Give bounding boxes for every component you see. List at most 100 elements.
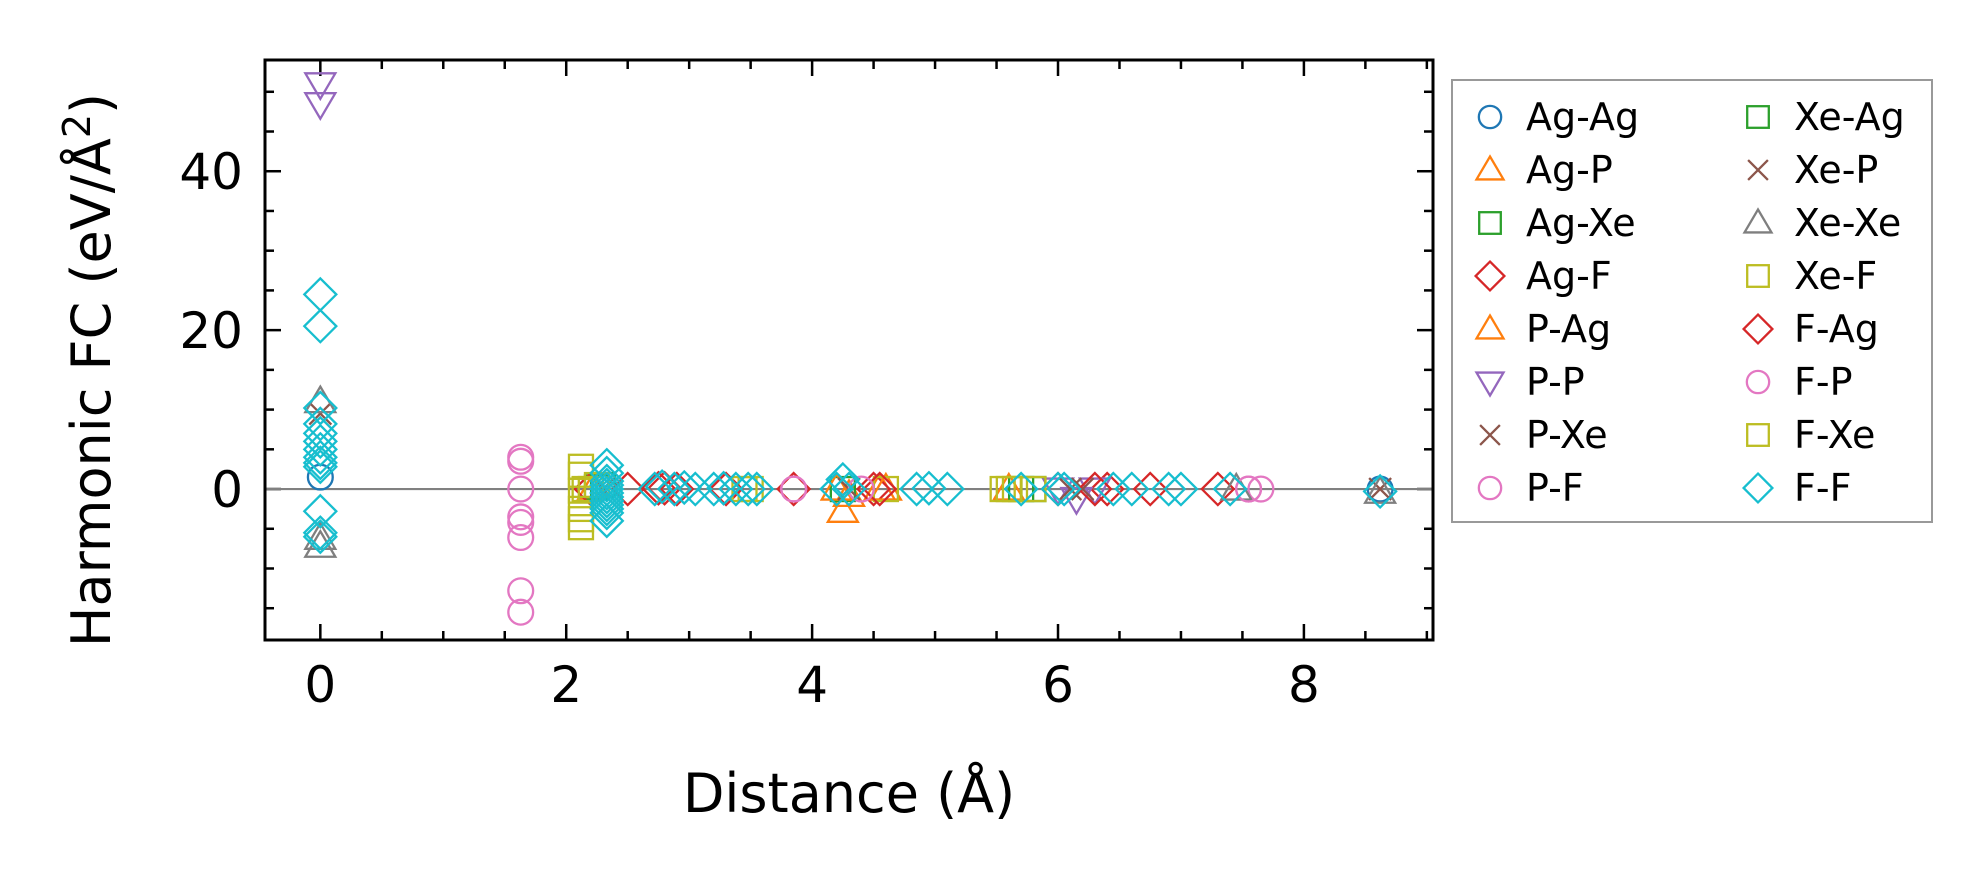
legend-label: F-F (1794, 466, 1851, 510)
data-point (1089, 471, 1125, 507)
series-p-p (303, 72, 1112, 516)
data-point (302, 519, 338, 555)
legend-marker (1474, 371, 1506, 398)
x-tick-label: 0 (304, 656, 336, 714)
y-tick-label: 40 (179, 143, 243, 201)
data-point (640, 470, 677, 506)
legend-label: Xe-P (1794, 148, 1878, 192)
data-point (831, 471, 867, 507)
legend-marker (1746, 423, 1770, 447)
legend-marker (1741, 471, 1775, 505)
data-point (1247, 475, 1275, 503)
data-point (507, 598, 535, 626)
legend-marker (1741, 312, 1775, 346)
data-point (929, 471, 965, 507)
legend-label: F-Xe (1794, 413, 1875, 457)
data-point (507, 508, 535, 536)
data-point (567, 506, 595, 533)
data-point (995, 475, 1022, 503)
data-point (1058, 477, 1083, 501)
legend-label: Ag-F (1526, 254, 1612, 298)
legend-label: Ag-Xe (1526, 201, 1636, 245)
data-point (1095, 471, 1131, 507)
x-tick-label: 2 (550, 656, 582, 714)
data-points (302, 72, 1398, 626)
data-point (1070, 477, 1095, 501)
legend-marker (1747, 159, 1769, 181)
legend-marker (1474, 154, 1506, 181)
data-point (666, 469, 702, 506)
data-point (1114, 471, 1150, 507)
data-point (302, 515, 338, 551)
legend-label: Xe-Ag (1794, 95, 1905, 139)
data-point (589, 491, 625, 527)
series-xe-f (567, 453, 1047, 541)
data-point (677, 471, 713, 507)
data-point (302, 445, 338, 481)
legend-label: Xe-F (1794, 254, 1877, 298)
data-point (302, 439, 338, 475)
legend-marker (1477, 475, 1503, 501)
data-point (1132, 471, 1168, 507)
data-point (1046, 471, 1082, 507)
data-point (589, 475, 625, 511)
data-point (589, 495, 625, 531)
data-point (1163, 471, 1199, 507)
data-point (507, 523, 535, 552)
data-point (507, 475, 535, 503)
data-point (589, 483, 625, 519)
data-point (739, 471, 775, 507)
legend-marker (1473, 259, 1507, 293)
data-point (302, 308, 338, 344)
data-point (589, 479, 625, 515)
data-point (1151, 471, 1187, 507)
data-point (1077, 471, 1113, 507)
data-point (911, 470, 947, 506)
data-point (637, 471, 673, 507)
data-point (829, 475, 857, 503)
data-point (825, 494, 860, 523)
legend-label: Ag-P (1526, 148, 1613, 192)
data-point (303, 92, 338, 121)
data-point (855, 471, 892, 507)
data-point (302, 449, 338, 485)
legend-label: Xe-Xe (1794, 201, 1901, 245)
legend-label: P-Xe (1526, 413, 1608, 457)
y-axis-label: Harmonic FC (eV/Å2) (55, 93, 123, 647)
data-point (302, 431, 338, 467)
data-point (730, 471, 766, 507)
x-axis-label: Distance (Å) (683, 761, 1015, 825)
legend-marker (1745, 369, 1771, 395)
data-point (1363, 474, 1398, 504)
legend-box (1451, 79, 1933, 523)
plot-frame (263, 58, 1435, 642)
data-point (1003, 471, 1039, 507)
legend-marker (1746, 264, 1770, 288)
axis-ticks (265, 60, 1433, 640)
data-point (589, 487, 625, 523)
data-point (1077, 477, 1112, 507)
series-f-p (780, 475, 1263, 503)
data-point (819, 471, 854, 501)
legend-marker (1479, 424, 1501, 446)
data-point (1040, 471, 1076, 507)
legend-marker (1742, 207, 1774, 234)
data-point (1362, 473, 1398, 510)
legend-label: F-Ag (1794, 307, 1879, 351)
legend-marker (1478, 211, 1502, 235)
x-tick-label: 6 (1042, 656, 1074, 714)
data-point (819, 471, 855, 507)
data-point (589, 467, 625, 503)
legend-label: P-P (1526, 360, 1585, 404)
data-point (589, 503, 625, 539)
data-point (571, 475, 598, 503)
data-point (507, 503, 535, 531)
data-point (308, 401, 333, 426)
data-point (306, 463, 334, 491)
data-point (1200, 471, 1236, 507)
legend-label: P-Ag (1526, 307, 1611, 351)
series-f-f (302, 276, 1398, 555)
x-tick-label: 4 (796, 656, 828, 714)
data-point (507, 577, 535, 605)
y-tick-label: 0 (211, 461, 243, 519)
